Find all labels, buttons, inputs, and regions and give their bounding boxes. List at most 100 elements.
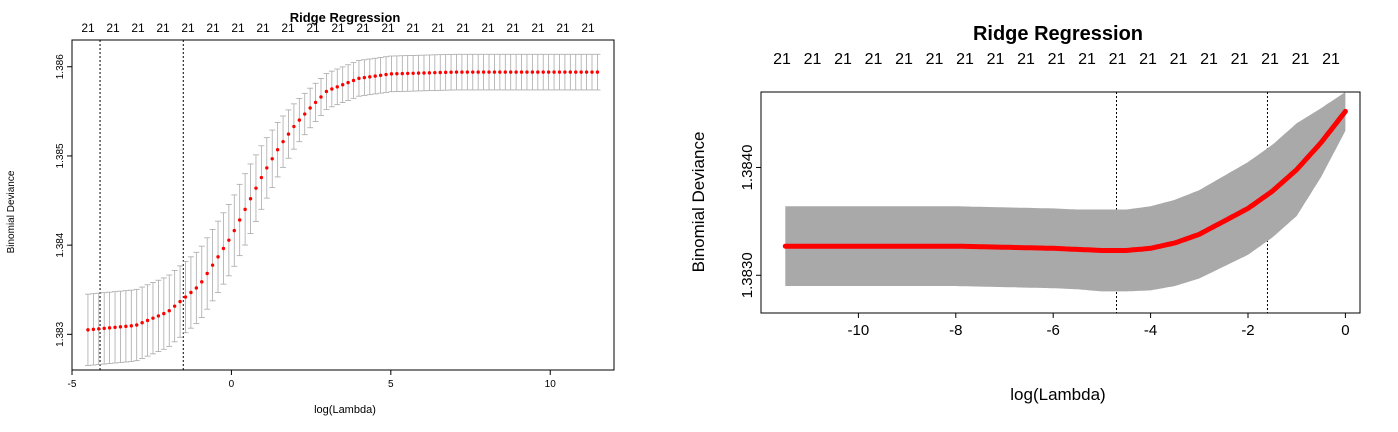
deviance-point xyxy=(313,100,318,105)
x-tick-label: -2 xyxy=(1241,322,1254,339)
deviance-point xyxy=(102,326,106,331)
top-axis-label: 21 xyxy=(131,21,145,35)
deviance-point xyxy=(324,89,329,94)
deviance-point xyxy=(183,295,188,299)
deviance-point xyxy=(113,325,117,330)
deviance-point xyxy=(151,316,155,320)
top-axis-label: 21 xyxy=(206,21,220,35)
deviance-point xyxy=(97,327,101,331)
deviance-point xyxy=(270,157,274,161)
deviance-point xyxy=(221,246,226,251)
deviance-point xyxy=(595,70,600,74)
deviance-point xyxy=(460,70,464,74)
deviance-point xyxy=(346,80,350,85)
top-axis-label: 21 xyxy=(156,21,170,35)
deviance-point xyxy=(335,85,339,89)
deviance-point xyxy=(552,70,556,74)
top-axis-label: 21 xyxy=(306,21,320,35)
top-axis-label: 21 xyxy=(556,21,570,35)
deviance-point xyxy=(557,70,562,74)
deviance-point xyxy=(546,70,551,74)
deviance-point xyxy=(259,175,264,180)
deviance-curve xyxy=(782,108,1348,253)
plot-frame xyxy=(760,91,1361,314)
top-axis-label: 21 xyxy=(1017,51,1035,68)
top-axis-label: 21 xyxy=(1109,51,1127,68)
x-tick-label: 0 xyxy=(229,379,235,390)
deviance-point xyxy=(156,314,161,318)
deviance-point xyxy=(167,308,171,313)
deviance-point xyxy=(476,70,480,74)
deviance-point xyxy=(536,70,540,74)
deviance-point xyxy=(378,73,383,78)
deviance-point xyxy=(303,112,307,116)
deviance-point xyxy=(443,70,448,75)
top-axis-label: 21 xyxy=(181,21,195,35)
x-tick-label: 0 xyxy=(1341,322,1349,339)
deviance-point xyxy=(172,304,177,308)
y-tick-label: 1.386 xyxy=(55,54,66,79)
deviance-point xyxy=(433,70,437,75)
deviance-point xyxy=(406,71,410,76)
deviance-point xyxy=(389,72,394,76)
deviance-point xyxy=(129,324,134,328)
deviance-point xyxy=(248,197,253,201)
deviance-point xyxy=(514,70,518,74)
top-axis-label: 21 xyxy=(381,21,395,35)
top-axis-label: 21 xyxy=(987,51,1005,68)
top-axis-label: 21 xyxy=(1170,51,1188,68)
deviance-point xyxy=(471,70,475,74)
deviance-point xyxy=(91,327,96,332)
top-axis-label: 21 xyxy=(481,21,495,35)
error-band xyxy=(785,92,1346,292)
deviance-point xyxy=(205,271,209,276)
deviance-point xyxy=(340,83,345,87)
top-axis-label: 21 xyxy=(895,51,913,68)
ridge-chart-right-svg: Ridge Regression log(Lambda) Binomial De… xyxy=(689,23,1361,404)
deviance-point xyxy=(400,71,405,76)
top-axis-label: 21 xyxy=(506,21,520,35)
deviance-point xyxy=(519,70,524,74)
deviance-point xyxy=(357,76,361,81)
deviance-point xyxy=(227,238,231,242)
chart-title: Ridge Regression xyxy=(290,10,401,25)
chart-title: Ridge Regression xyxy=(973,23,1143,45)
top-axis-label: 21 xyxy=(1048,51,1066,68)
deviance-point xyxy=(416,71,421,75)
deviance-point xyxy=(373,74,377,78)
y-tick-label: 1.3840 xyxy=(739,145,756,191)
ridge-chart-left: Ridge Regression log(Lambda) Binomial De… xyxy=(0,0,640,427)
y-tick-label: 1.3830 xyxy=(739,252,756,298)
deviance-point xyxy=(384,72,388,77)
deviance-point xyxy=(454,70,459,74)
top-axis-label: 21 xyxy=(1078,51,1096,68)
deviance-point xyxy=(584,70,589,74)
top-axis-label: 21 xyxy=(106,21,120,35)
deviance-point xyxy=(281,139,285,144)
x-tick-label: -4 xyxy=(1144,322,1157,339)
deviance-point xyxy=(362,75,367,80)
deviance-point xyxy=(449,70,453,74)
deviance-point xyxy=(265,166,269,170)
deviance-point xyxy=(492,70,497,74)
deviance-point xyxy=(509,70,513,74)
deviance-point xyxy=(200,280,204,284)
deviance-point xyxy=(308,106,312,110)
top-axis-label: 21 xyxy=(773,51,791,68)
deviance-point xyxy=(238,218,242,222)
deviance-point xyxy=(194,286,199,290)
top-axis-label: 21 xyxy=(1292,51,1310,68)
deviance-point xyxy=(286,132,291,136)
deviance-point xyxy=(411,71,415,75)
y-axis-label: Binomial Deviance xyxy=(6,170,17,253)
x-tick-label: -10 xyxy=(848,322,870,339)
deviance-point xyxy=(292,124,296,129)
deviance-point xyxy=(368,75,372,79)
top-axis-label: 21 xyxy=(581,21,595,35)
top-axis-label: 21 xyxy=(1139,51,1157,68)
x-axis-label: log(Lambda) xyxy=(314,404,376,416)
x-tick-label: -8 xyxy=(949,322,962,339)
deviance-point xyxy=(330,87,334,91)
x-tick-label: -6 xyxy=(1047,322,1060,339)
top-axis-label: 21 xyxy=(956,51,974,68)
